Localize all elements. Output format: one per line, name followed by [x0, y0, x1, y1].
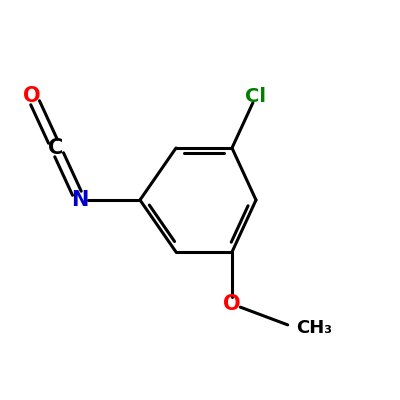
Text: CH₃: CH₃	[296, 319, 332, 337]
Text: O: O	[223, 294, 241, 314]
Text: Cl: Cl	[246, 86, 266, 106]
Text: O: O	[23, 86, 41, 106]
Text: N: N	[71, 190, 89, 210]
Text: C: C	[48, 138, 64, 158]
